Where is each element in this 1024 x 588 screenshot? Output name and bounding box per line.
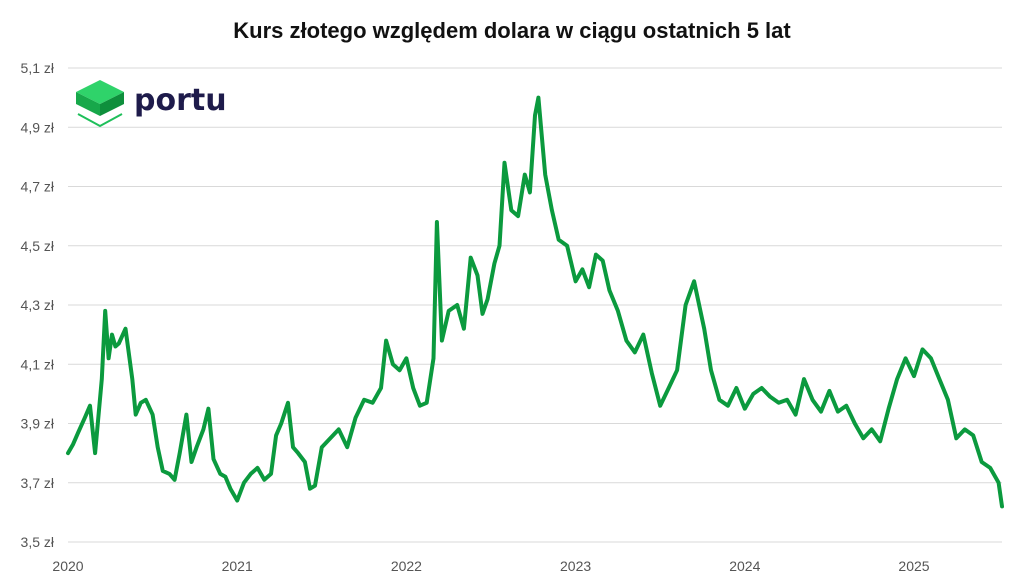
gridlines (68, 67, 1002, 543)
x-axis-ticks: 2020 2021 2022 2023 2024 2025 (52, 558, 929, 574)
logo-text: portu (134, 83, 227, 118)
x-tick-label: 2021 (222, 558, 253, 574)
logo-cube-right (100, 92, 124, 116)
y-tick-label: 4,3 zł (21, 297, 55, 313)
chart-title: Kurs złotego względem dolara w ciągu ost… (233, 18, 791, 43)
y-tick-label: 3,7 zł (21, 475, 55, 491)
x-tick-label: 2024 (729, 558, 760, 574)
x-tick-label: 2020 (52, 558, 83, 574)
x-tick-label: 2022 (391, 558, 422, 574)
y-tick-label: 5,1 zł (21, 60, 55, 76)
series-layer (66, 95, 1004, 509)
y-tick-label: 4,7 zł (21, 179, 55, 195)
x-tick-label: 2023 (560, 558, 591, 574)
y-tick-label: 3,5 zł (21, 534, 55, 550)
y-tick-label: 4,9 zł (21, 119, 55, 135)
y-tick-label: 3,9 zł (21, 416, 55, 432)
x-tick-label: 2025 (898, 558, 929, 574)
logo-cube-left (76, 92, 100, 116)
series-line-usd-pln (66, 95, 1004, 509)
logo-cube-shadow (77, 113, 123, 128)
y-axis-ticks: 3,5 zł 3,7 zł 3,9 zł 4,1 zł 4,3 zł 4,5 zł 4,7 … (21, 60, 55, 550)
y-tick-label: 4,5 zł (21, 238, 55, 254)
portu-logo: portu (76, 80, 227, 128)
y-tick-label: 4,1 zł (21, 356, 55, 372)
